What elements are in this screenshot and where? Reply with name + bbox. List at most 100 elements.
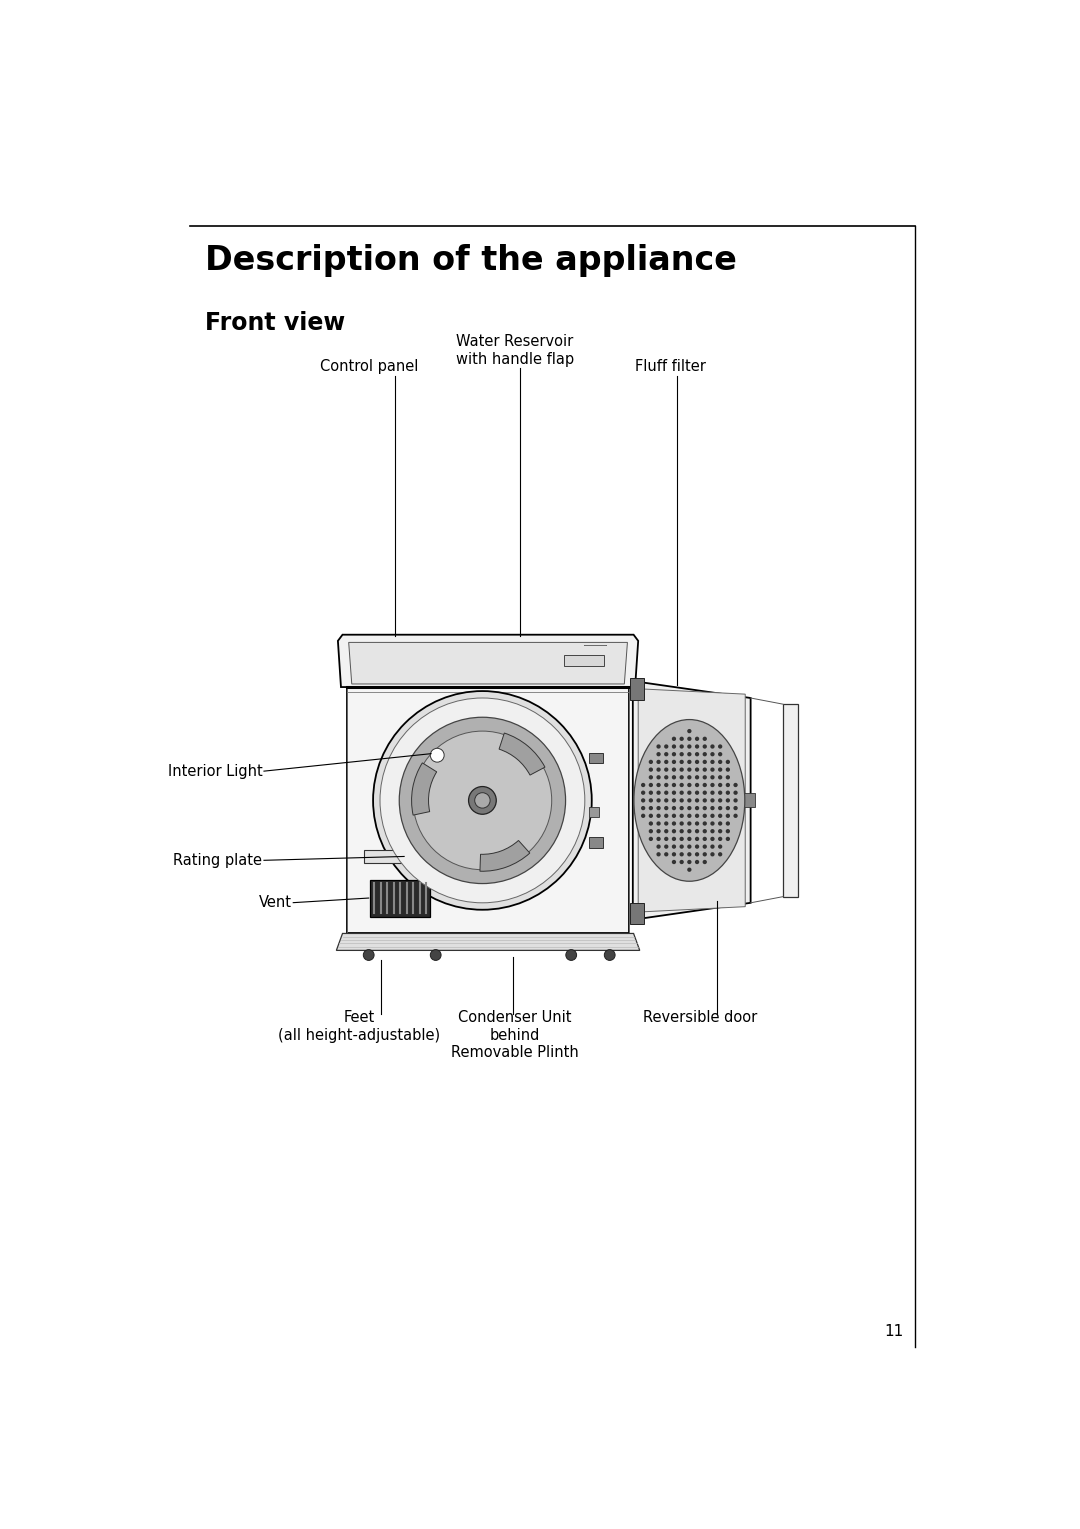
Circle shape (726, 768, 730, 772)
Circle shape (703, 768, 707, 772)
Bar (589, 807, 599, 818)
Circle shape (687, 852, 691, 856)
Circle shape (400, 717, 566, 884)
Circle shape (687, 768, 691, 772)
Text: Condenser Unit
behind
Removable Plinth: Condenser Unit behind Removable Plinth (451, 1011, 579, 1060)
Circle shape (642, 790, 646, 795)
Circle shape (679, 775, 684, 780)
Circle shape (694, 821, 699, 826)
Text: Reversible door: Reversible door (643, 1011, 757, 1026)
Circle shape (672, 737, 676, 742)
Circle shape (711, 790, 715, 795)
Circle shape (718, 783, 723, 787)
Circle shape (430, 748, 444, 761)
Circle shape (657, 798, 661, 803)
Circle shape (373, 691, 592, 910)
Bar (589, 838, 603, 849)
Circle shape (703, 813, 707, 818)
Circle shape (664, 752, 669, 757)
Polygon shape (336, 934, 639, 951)
Circle shape (649, 768, 653, 772)
Circle shape (687, 737, 691, 742)
Circle shape (657, 775, 661, 780)
Bar (370, 879, 430, 916)
Circle shape (679, 745, 684, 749)
Bar (589, 752, 603, 763)
Bar (364, 850, 403, 862)
Circle shape (718, 768, 723, 772)
Circle shape (718, 790, 723, 795)
Circle shape (726, 806, 730, 810)
Circle shape (726, 798, 730, 803)
Circle shape (649, 829, 653, 833)
Circle shape (642, 798, 646, 803)
Text: Rating plate: Rating plate (174, 853, 262, 868)
Bar (783, 705, 798, 896)
Circle shape (657, 790, 661, 795)
Circle shape (694, 852, 699, 856)
Circle shape (703, 745, 707, 749)
Circle shape (711, 844, 715, 849)
Polygon shape (349, 642, 627, 683)
Circle shape (694, 790, 699, 795)
Wedge shape (411, 763, 436, 815)
Circle shape (718, 844, 723, 849)
Circle shape (718, 745, 723, 749)
Circle shape (664, 852, 669, 856)
Circle shape (664, 798, 669, 803)
Circle shape (718, 821, 723, 826)
Circle shape (703, 760, 707, 764)
Circle shape (687, 775, 691, 780)
Circle shape (694, 798, 699, 803)
Circle shape (414, 731, 552, 870)
Circle shape (726, 829, 730, 833)
Circle shape (711, 775, 715, 780)
Ellipse shape (634, 720, 745, 881)
Circle shape (679, 752, 684, 757)
Circle shape (469, 786, 497, 815)
Circle shape (657, 752, 661, 757)
Circle shape (703, 859, 707, 864)
Circle shape (687, 729, 691, 734)
Circle shape (687, 844, 691, 849)
Circle shape (711, 752, 715, 757)
Circle shape (679, 852, 684, 856)
Circle shape (642, 806, 646, 810)
Text: 11: 11 (885, 1324, 904, 1339)
Circle shape (642, 813, 646, 818)
Circle shape (672, 829, 676, 833)
Circle shape (687, 859, 691, 864)
Circle shape (711, 760, 715, 764)
Circle shape (672, 798, 676, 803)
Circle shape (694, 783, 699, 787)
Circle shape (694, 737, 699, 742)
Circle shape (649, 783, 653, 787)
Circle shape (687, 760, 691, 764)
Circle shape (566, 950, 577, 960)
Circle shape (733, 798, 738, 803)
Circle shape (679, 768, 684, 772)
Circle shape (687, 821, 691, 826)
Text: Vent: Vent (259, 894, 292, 910)
Circle shape (694, 836, 699, 841)
Text: Feet
(all height-adjustable): Feet (all height-adjustable) (279, 1011, 441, 1043)
Circle shape (664, 760, 669, 764)
Circle shape (649, 836, 653, 841)
Text: Front view: Front view (205, 310, 346, 335)
Circle shape (657, 768, 661, 772)
Circle shape (711, 745, 715, 749)
Circle shape (718, 813, 723, 818)
Circle shape (711, 829, 715, 833)
Circle shape (649, 790, 653, 795)
Text: Fluff filter: Fluff filter (635, 359, 706, 375)
Circle shape (664, 790, 669, 795)
Circle shape (657, 745, 661, 749)
Circle shape (657, 844, 661, 849)
Circle shape (711, 852, 715, 856)
Circle shape (672, 859, 676, 864)
Circle shape (657, 813, 661, 818)
Circle shape (605, 950, 616, 960)
Circle shape (694, 752, 699, 757)
Text: Water Reservoir
with handle flap: Water Reservoir with handle flap (456, 335, 575, 367)
Circle shape (687, 806, 691, 810)
